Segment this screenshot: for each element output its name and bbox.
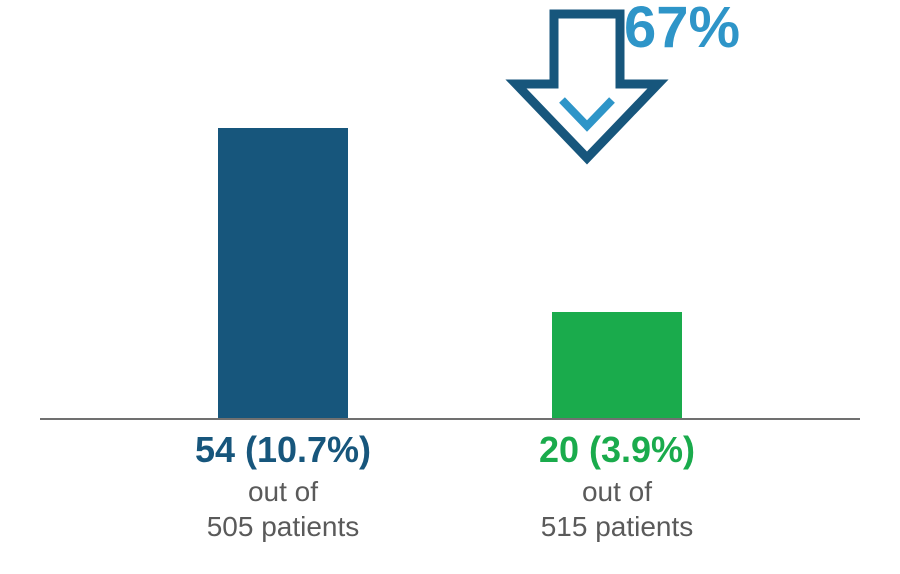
label-treatment: 20 (3.9%) out of 515 patients [477, 430, 757, 544]
reduction-percent: 67% [624, 0, 740, 61]
x-axis [40, 418, 860, 420]
control-stat: 54 (10.7%) [143, 430, 423, 470]
control-sub1: out of [143, 474, 423, 509]
treatment-sub1: out of [477, 474, 757, 509]
treatment-sub2: 515 patients [477, 509, 757, 544]
chart-plot-area: 67% [40, 0, 860, 420]
label-control: 54 (10.7%) out of 505 patients [143, 430, 423, 544]
control-sub2: 505 patients [143, 509, 423, 544]
treatment-stat: 20 (3.9%) [477, 430, 757, 470]
bar-control [218, 128, 348, 418]
bar-treatment [552, 312, 682, 418]
x-axis-labels: 54 (10.7%) out of 505 patients 20 (3.9%)… [40, 430, 860, 570]
reduction-callout: 67% [500, 0, 730, 175]
